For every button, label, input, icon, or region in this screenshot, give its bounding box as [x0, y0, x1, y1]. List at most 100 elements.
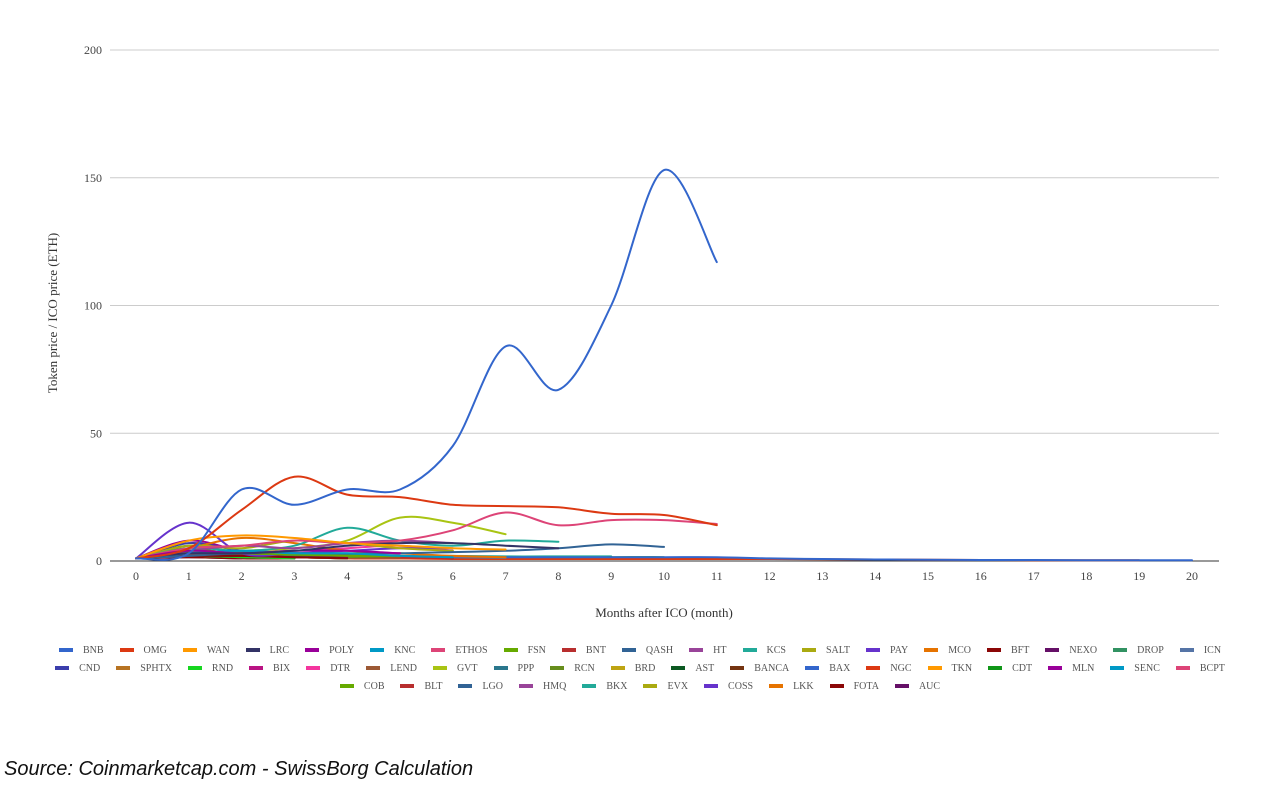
legend-label: LEND — [390, 662, 417, 674]
legend-label: LGO — [482, 680, 504, 692]
legend-swatch — [621, 648, 636, 652]
legend-item-poly[interactable]: POLY — [305, 643, 354, 657]
x-axis-title: Months after ICO (month) — [595, 605, 733, 620]
legend-label: BAX — [829, 662, 851, 674]
legend-swatch — [894, 684, 909, 688]
legend-item-lgo[interactable]: LGO — [458, 679, 503, 693]
legend-item-ppp[interactable]: PPP — [493, 661, 534, 675]
legend-label: GVT — [456, 662, 478, 674]
legend-swatch — [339, 684, 354, 688]
legend-item-gvt[interactable]: GVT — [432, 661, 478, 675]
legend-item-lkk[interactable]: LKK — [769, 679, 814, 693]
legend-label: MLN — [1072, 662, 1095, 674]
legend-swatch — [119, 648, 134, 652]
legend-item-senc[interactable]: SENC — [1110, 661, 1160, 675]
x-tick-label: 14 — [869, 569, 881, 583]
legend-label: KNC — [394, 644, 416, 656]
x-tick-label: 0 — [133, 569, 139, 583]
legend-swatch — [550, 666, 565, 670]
legend-item-bkx[interactable]: BKX — [582, 679, 627, 693]
legend-swatch — [924, 648, 939, 652]
legend-swatch — [742, 648, 757, 652]
legend-swatch — [187, 666, 202, 670]
legend-swatch — [458, 684, 473, 688]
legend-item-qash[interactable]: QASH — [621, 643, 673, 657]
legend-item-hmq[interactable]: HMQ — [519, 679, 566, 693]
legend-item-sphtx[interactable]: SPHTX — [116, 661, 172, 675]
y-tick-label: 0 — [96, 554, 102, 568]
legend-item-kcs[interactable]: KCS — [742, 643, 786, 657]
legend-label: EVX — [667, 680, 689, 692]
series-line-lrc — [135, 541, 560, 560]
legend-item-knc[interactable]: KNC — [370, 643, 415, 657]
legend-label: AUC — [918, 680, 941, 692]
legend-item-salt[interactable]: SALT — [801, 643, 851, 657]
legend-swatch — [987, 648, 1002, 652]
legend-item-lrc[interactable]: LRC — [245, 643, 290, 657]
legend-item-fota[interactable]: FOTA — [829, 679, 879, 693]
x-tick-label: 16 — [975, 569, 987, 583]
legend-label: SALT — [825, 644, 851, 656]
legend-item-evx[interactable]: EVX — [643, 679, 688, 693]
line-chart: 0 50 100 150 200 0 1 2 3 4 5 6 7 8 9 10 11 12 13 14 15 16 17 1… — [45, 43, 1225, 693]
legend-item-ht[interactable]: HT — [689, 643, 727, 657]
legend-item-mln[interactable]: MLN — [1048, 661, 1094, 675]
legend-item-lend[interactable]: LEND — [366, 661, 417, 675]
legend-label: BKX — [606, 680, 628, 692]
legend-item-bnb[interactable]: BNB — [58, 643, 104, 657]
legend-item-drop[interactable]: DROP — [1113, 643, 1164, 657]
series-line-ethos — [135, 511, 718, 560]
legend-item-cnd[interactable]: CND — [55, 661, 100, 675]
legend-item-bft[interactable]: BFT — [987, 643, 1029, 657]
legend-item-banca[interactable]: BANCA — [730, 661, 789, 675]
legend-item-pay[interactable]: PAY — [866, 643, 908, 657]
x-tick-label: 19 — [1133, 569, 1145, 583]
legend-item-bnt[interactable]: BNT — [561, 643, 606, 657]
legend-item-omg[interactable]: OMG — [119, 643, 167, 657]
legend-label: BNB — [82, 644, 104, 656]
legend-item-brd[interactable]: BRD — [610, 661, 655, 675]
legend-label: DTR — [330, 662, 351, 674]
legend-item-auc[interactable]: AUC — [894, 679, 941, 693]
legend-item-nexo[interactable]: NEXO — [1045, 643, 1097, 657]
legend-swatch — [306, 666, 321, 670]
legend-label: FSN — [527, 644, 546, 656]
x-tick-label: 1 — [186, 569, 192, 583]
legend-item-blt[interactable]: BLT — [400, 679, 442, 693]
legend-item-ast[interactable]: AST — [671, 661, 714, 675]
x-tick-label: 9 — [608, 569, 614, 583]
legend-item-bax[interactable]: BAX — [805, 661, 850, 675]
legend-item-coss[interactable]: COSS — [704, 679, 753, 693]
legend-item-ethos[interactable]: ETHOS — [431, 643, 488, 657]
legend-item-rcn[interactable]: RCN — [550, 661, 595, 675]
series-line-bnb — [135, 169, 718, 561]
series-line-wan — [135, 534, 507, 560]
legend-swatch — [1179, 648, 1194, 652]
legend-label: BFT — [1011, 644, 1030, 656]
legend-item-cdt[interactable]: CDT — [988, 661, 1032, 675]
legend-item-bix[interactable]: BIX — [249, 661, 290, 675]
legend-item-wan[interactable]: WAN — [182, 643, 230, 657]
legend-swatch — [704, 684, 719, 688]
legend-label: NEXO — [1069, 644, 1098, 656]
legend-swatch — [671, 666, 686, 670]
legend-label: LRC — [269, 644, 290, 656]
legend-swatch — [503, 648, 518, 652]
legend-label: NGC — [890, 662, 912, 674]
legend-item-fsn[interactable]: FSN — [503, 643, 546, 657]
legend-label: RCN — [574, 662, 595, 674]
legend-swatch — [1048, 666, 1063, 670]
legend-item-mco[interactable]: MCO — [924, 643, 971, 657]
legend-item-cob[interactable]: COB — [339, 679, 384, 693]
legend-item-dtr[interactable]: DTR — [306, 661, 350, 675]
x-tick-label: 7 — [503, 569, 509, 583]
legend-swatch — [1113, 648, 1128, 652]
legend-item-icn[interactable]: ICN — [1179, 643, 1221, 657]
legend-item-rnd[interactable]: RND — [187, 661, 233, 675]
legend-item-tkn[interactable]: TKN — [927, 661, 972, 675]
legend-swatch — [249, 666, 264, 670]
legend-item-ngc[interactable]: NGC — [866, 661, 912, 675]
legend-item-bcpt[interactable]: BCPT — [1175, 661, 1225, 675]
legend-label: AST — [695, 662, 715, 674]
